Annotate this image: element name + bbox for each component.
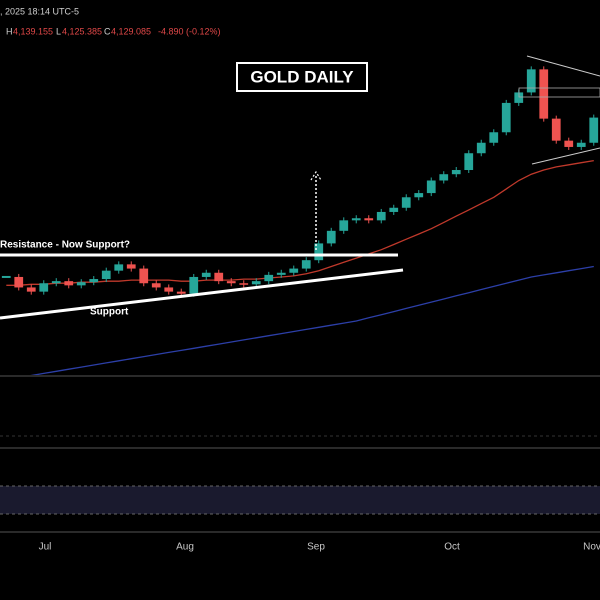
- low-label: L: [56, 26, 61, 36]
- candle: [214, 272, 224, 282]
- candle: [401, 197, 411, 208]
- close-label: C: [104, 26, 111, 36]
- candle: [351, 218, 361, 221]
- wedge-line: [531, 147, 600, 165]
- arrow-head: [310, 170, 322, 181]
- candle: [389, 207, 399, 212]
- candle: [426, 180, 436, 194]
- candle: [189, 276, 199, 294]
- candle: [1, 275, 11, 278]
- candle: [264, 274, 274, 282]
- candle: [251, 281, 261, 285]
- candle: [551, 118, 561, 141]
- support-line: [0, 268, 404, 320]
- change-value: -4.890 (-0.12%): [158, 26, 221, 36]
- candle: [39, 283, 49, 292]
- candle: [326, 230, 336, 244]
- candle: [476, 142, 486, 154]
- annotation: Support: [90, 307, 129, 318]
- candle: [439, 174, 449, 181]
- candle: [301, 260, 311, 269]
- moving-average: [30, 265, 594, 375]
- candle: [26, 287, 36, 292]
- candle: [201, 272, 211, 277]
- title-box: [236, 62, 368, 92]
- wedge-line: [526, 55, 600, 77]
- candle: [501, 102, 511, 133]
- candle: [414, 193, 424, 198]
- candle: [239, 283, 249, 285]
- candle: [364, 218, 374, 221]
- candle: [276, 272, 286, 275]
- candle: [564, 140, 574, 147]
- candle: [539, 69, 549, 119]
- high-value: 4,139.155: [13, 26, 53, 36]
- header-date: , 2025 18:14 UTC-5: [0, 6, 79, 16]
- candle: [289, 268, 299, 273]
- candle: [64, 281, 74, 286]
- close-value: 4,129.085: [111, 26, 151, 36]
- candle: [151, 283, 161, 288]
- candle: [339, 220, 349, 231]
- candle: [514, 92, 524, 103]
- candle: [589, 117, 599, 143]
- chart-title: GOLD DAILY: [250, 67, 354, 86]
- zone-box: [518, 87, 600, 98]
- candle: [526, 69, 536, 93]
- candle: [51, 281, 61, 284]
- candle: [114, 264, 124, 271]
- candle: [376, 211, 386, 221]
- candle: [489, 132, 499, 143]
- candle: [76, 282, 86, 286]
- plot-area: [1, 66, 599, 375]
- moving-average: [6, 159, 594, 286]
- candle: [139, 268, 149, 284]
- candle: [176, 291, 186, 294]
- x-tick-label: Sep: [307, 542, 325, 553]
- x-tick-label: Nov: [583, 542, 600, 553]
- candle: [314, 243, 324, 261]
- candle: [89, 279, 99, 283]
- x-tick-label: Aug: [176, 542, 194, 553]
- candle: [226, 281, 236, 284]
- x-tick-label: Jul: [39, 542, 52, 553]
- low-value: 4,125.385: [62, 26, 102, 36]
- rsi-band: [0, 486, 600, 514]
- annotation: Resistance - Now Support?: [0, 240, 130, 251]
- x-tick-label: Oct: [444, 542, 460, 553]
- candle: [464, 153, 474, 171]
- candle: [164, 287, 174, 292]
- candle: [101, 270, 111, 280]
- candle: [126, 264, 136, 269]
- candle: [576, 142, 586, 147]
- candle: [451, 170, 461, 175]
- candle: [14, 276, 24, 288]
- high-label: H: [6, 26, 13, 36]
